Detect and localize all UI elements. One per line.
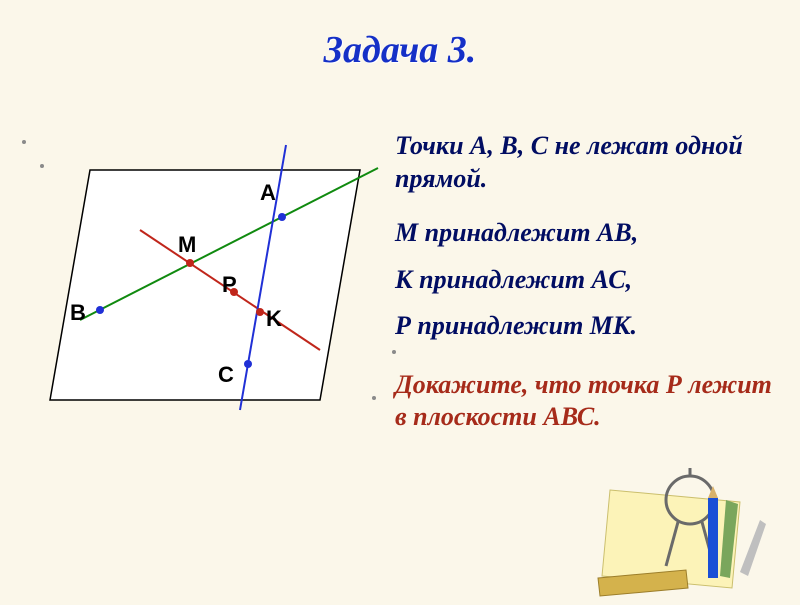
label-k: K (266, 306, 282, 332)
given-line-1: Точки А, В, С не лежат одной прямой. (395, 130, 785, 195)
label-c: C (218, 362, 234, 388)
point-b (96, 306, 104, 314)
conclusion-text: Докажите, что точка Р лежит в плоскости … (395, 369, 785, 434)
decor-tools-icon (590, 460, 770, 600)
decor-dot (22, 140, 26, 144)
problem-statement: Точки А, В, С не лежат одной прямой. М п… (395, 130, 785, 434)
point-a (278, 213, 286, 221)
given-line-2: М принадлежит АВ, (395, 217, 785, 250)
decor-dot (392, 350, 396, 354)
given-line-4: Р принадлежит МК. (395, 310, 785, 343)
diagram-svg (20, 140, 390, 420)
given-line-3: К принадлежит АС, (395, 264, 785, 297)
point-c (244, 360, 252, 368)
plane-parallelogram (50, 170, 360, 400)
point-m (186, 259, 194, 267)
point-k (256, 308, 264, 316)
label-a: A (260, 180, 276, 206)
label-m: M (178, 232, 196, 258)
label-p: P (222, 272, 237, 298)
geometry-diagram: A B M P K C (20, 140, 390, 420)
problem-title: Задача 3. (0, 28, 800, 72)
decor-dot (372, 396, 376, 400)
decor-dot (40, 164, 44, 168)
label-b: B (70, 300, 86, 326)
